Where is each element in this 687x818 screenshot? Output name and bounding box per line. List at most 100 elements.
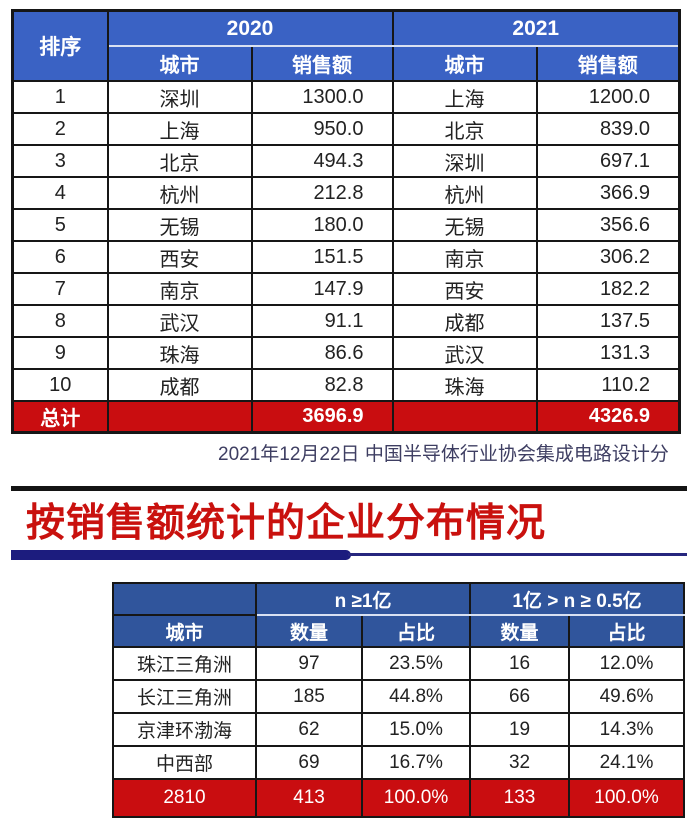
- rank-cell: 8: [11, 304, 109, 338]
- city-2021-cell: 北京: [391, 112, 538, 146]
- count1-cell: 62: [255, 712, 363, 747]
- rank-cell: 10: [11, 368, 109, 402]
- sales-2020-cell: 180.0: [250, 208, 394, 242]
- total-label-cell: 2810: [112, 778, 257, 818]
- share2-cell: 12.0%: [568, 646, 686, 681]
- city-2020-cell: 深圳: [106, 80, 253, 114]
- city-2020-cell: 无锡: [106, 208, 253, 242]
- table-row: 2 上海 950.0 北京 839.0: [11, 112, 681, 146]
- city-2021-cell: 西安: [391, 272, 538, 306]
- sales-2021-cell: 137.5: [535, 304, 681, 338]
- rank-cell: 1: [11, 80, 109, 114]
- city-2020-cell: 武汉: [106, 304, 253, 338]
- city-2020-cell: 上海: [106, 112, 253, 146]
- sales-2021-cell: 366.9: [535, 176, 681, 210]
- table-row: 7 南京 147.9 西安 182.2: [11, 272, 681, 306]
- share2-cell: 24.1%: [568, 745, 686, 780]
- subheader-row: 城市 销售额 城市 销售额: [13, 45, 681, 82]
- rank-cell: 5: [11, 208, 109, 242]
- share2-cell: 14.3%: [568, 712, 686, 747]
- sales-2021-cell: 697.1: [535, 144, 681, 178]
- sales-2020-cell: 212.8: [250, 176, 394, 210]
- city-2021-cell: 成都: [391, 304, 538, 338]
- title-underline-thin: [348, 553, 687, 556]
- sales-2021-cell: 131.3: [535, 336, 681, 370]
- rank-header-cell: 排序: [11, 9, 109, 82]
- total-sales-2020-cell: 3696.9: [250, 400, 394, 434]
- share1-cell: 44.8%: [360, 679, 472, 714]
- sales-2020-cell: 82.8: [250, 368, 394, 402]
- table-row: 京津环渤海 62 15.0% 19 14.3%: [112, 712, 686, 747]
- share1-cell: 15.0%: [360, 712, 472, 747]
- table-row: 9 珠海 86.6 武汉 131.3: [11, 336, 681, 370]
- total-label-cell: 总计: [11, 400, 109, 434]
- city-2021-cell: 无锡: [391, 208, 538, 242]
- year-2020-header: 2020: [106, 9, 394, 47]
- city-2021-cell: 上海: [391, 80, 538, 114]
- region-cell: 长江三角洲: [112, 679, 257, 714]
- rank-cell: 4: [11, 176, 109, 210]
- city-header-2020: 城市: [106, 45, 253, 82]
- total-count1-cell: 413: [255, 778, 363, 818]
- total-row: 总计 3696.9 4326.9: [11, 400, 681, 434]
- total-share2-cell: 100.0%: [568, 778, 686, 818]
- city-2021-cell: 珠海: [391, 368, 538, 402]
- city-2021-cell: 杭州: [391, 176, 538, 210]
- count1-cell: 97: [255, 646, 363, 681]
- region-cell: 珠江三角洲: [112, 646, 257, 681]
- total-city-2021-empty-cell: [391, 400, 538, 434]
- count1-cell: 185: [255, 679, 363, 714]
- share-header-1: 占比: [360, 614, 472, 648]
- city-2020-cell: 南京: [106, 272, 253, 306]
- count2-cell: 16: [469, 646, 571, 681]
- sales-2020-cell: 147.9: [250, 272, 394, 306]
- rank-cell: 9: [11, 336, 109, 370]
- sales-2020-cell: 1300.0: [250, 80, 394, 114]
- enterprise-distribution-table: n ≥1亿 1亿 > n ≥ 0.5亿 城市 数量 占比 数量 占比 珠江三角洲…: [112, 582, 686, 818]
- city-2021-cell: 武汉: [391, 336, 538, 370]
- sales-2021-cell: 356.6: [535, 208, 681, 242]
- blank-header-cell: [112, 582, 257, 616]
- sales-2020-cell: 86.6: [250, 336, 394, 370]
- total-city-2020-empty-cell: [106, 400, 253, 434]
- sales-2020-cell: 494.3: [250, 144, 394, 178]
- city-2021-cell: 南京: [391, 240, 538, 274]
- city-2020-cell: 珠海: [106, 336, 253, 370]
- table-row: 中西部 69 16.7% 32 24.1%: [112, 745, 686, 780]
- city-2020-cell: 成都: [106, 368, 253, 402]
- table-row: 1 深圳 1300.0 上海 1200.0: [11, 80, 681, 114]
- rank-cell: 6: [11, 240, 109, 274]
- count2-cell: 66: [469, 679, 571, 714]
- sales-2021-cell: 110.2: [535, 368, 681, 402]
- share2-cell: 49.6%: [568, 679, 686, 714]
- share1-cell: 16.7%: [360, 745, 472, 780]
- count1-cell: 69: [255, 745, 363, 780]
- total-sales-2021-cell: 4326.9: [535, 400, 681, 434]
- subheader-row: 城市 数量 占比 数量 占比: [112, 614, 686, 648]
- rank-cell: 3: [11, 144, 109, 178]
- city-2021-cell: 深圳: [391, 144, 538, 178]
- sales-2021-cell: 306.2: [535, 240, 681, 274]
- table-row: 4 杭州 212.8 杭州 366.9: [11, 176, 681, 210]
- total-row: 2810 413 100.0% 133 100.0%: [112, 778, 686, 818]
- sales-header-2020: 销售额: [250, 45, 394, 82]
- title-underline-thick: [11, 550, 351, 560]
- count2-cell: 32: [469, 745, 571, 780]
- sales-2020-cell: 91.1: [250, 304, 394, 338]
- table-row: 6 西安 151.5 南京 306.2: [11, 240, 681, 274]
- city-sales-ranking-table: 排序 2020 2021 城市 销售额 城市 销售额 1 深圳 1300.0 上…: [11, 9, 681, 434]
- count-header-1: 数量: [255, 614, 363, 648]
- table-row: 长江三角洲 185 44.8% 66 49.6%: [112, 679, 686, 714]
- total-count2-cell: 133: [469, 778, 571, 818]
- section-divider-line: [11, 486, 687, 491]
- table-row: 珠江三角洲 97 23.5% 16 12.0%: [112, 646, 686, 681]
- sales-2021-cell: 182.2: [535, 272, 681, 306]
- count2-cell: 19: [469, 712, 571, 747]
- range-1yi-header: n ≥1亿: [254, 582, 472, 616]
- city-2020-cell: 西安: [106, 240, 253, 274]
- region-header-cell: 城市: [112, 614, 257, 648]
- city-header-2021: 城市: [391, 45, 538, 82]
- rank-cell: 7: [11, 272, 109, 306]
- range-05yi-header: 1亿 > n ≥ 0.5亿: [469, 582, 686, 616]
- share-header-2: 占比: [568, 614, 686, 648]
